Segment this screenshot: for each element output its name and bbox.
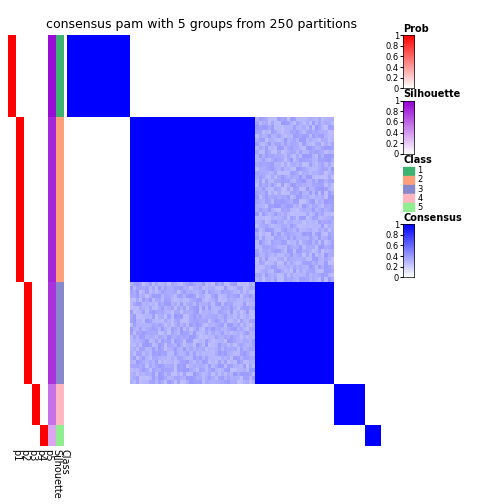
Text: p4: p4	[35, 449, 45, 461]
Bar	[403, 185, 414, 193]
Text: p3: p3	[27, 449, 37, 461]
Text: consensus pam with 5 groups from 250 partitions: consensus pam with 5 groups from 250 par…	[46, 18, 357, 31]
Text: 5: 5	[417, 203, 422, 212]
Bar	[403, 167, 414, 175]
Text: Class: Class	[59, 449, 70, 474]
Text: p2: p2	[19, 449, 29, 461]
Text: Silhouette: Silhouette	[403, 89, 461, 99]
Text: 4: 4	[417, 194, 422, 203]
Text: p1: p1	[11, 449, 21, 461]
Text: Class: Class	[403, 155, 432, 165]
Text: Silhouette: Silhouette	[51, 449, 61, 498]
Text: 2: 2	[417, 175, 422, 184]
Text: Consensus: Consensus	[403, 213, 462, 223]
Text: 1: 1	[417, 166, 422, 175]
Bar	[403, 176, 414, 184]
Text: 3: 3	[417, 184, 422, 194]
Bar	[403, 194, 414, 202]
Bar	[403, 203, 414, 211]
Text: Prob: Prob	[403, 24, 429, 34]
Text: p5: p5	[43, 449, 53, 461]
